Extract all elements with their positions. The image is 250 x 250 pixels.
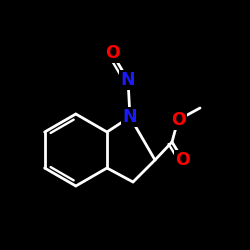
Text: O: O [176, 151, 190, 169]
Text: O: O [104, 44, 120, 62]
Text: O: O [170, 111, 186, 129]
Text: N: N [121, 71, 135, 89]
Text: N: N [123, 108, 137, 126]
